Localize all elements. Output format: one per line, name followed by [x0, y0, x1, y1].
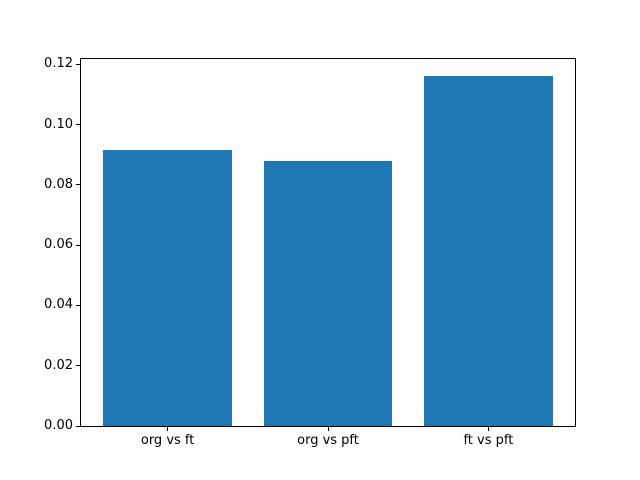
bar-org-vs-pft: [263, 161, 393, 426]
bar-org-vs-ft: [103, 150, 232, 426]
y-tick-label-0.04: 0.04: [44, 297, 73, 313]
y-tick-label-0.10: 0.10: [44, 116, 73, 132]
y-tick-mark: [76, 365, 80, 367]
x-tick-mark: [487, 427, 489, 431]
y-tick-label-0.08: 0.08: [44, 176, 73, 192]
x-tick-label-org-vs-pft: org vs pft: [297, 433, 359, 448]
y-tick-mark: [76, 304, 80, 306]
y-tick-label-0.06: 0.06: [44, 237, 73, 253]
y-tick-label-0.02: 0.02: [44, 357, 73, 373]
x-tick-mark: [167, 427, 169, 431]
plot-area: [80, 58, 576, 427]
y-tick-mark: [76, 63, 80, 65]
y-tick-mark: [76, 124, 80, 126]
y-tick-label-0.00: 0.00: [44, 418, 73, 433]
y-tick-mark: [76, 184, 80, 186]
x-tick-label-org-vs-ft: org vs ft: [140, 433, 195, 448]
bar-ft-vs-pft: [424, 76, 553, 426]
y-tick-label-0.12: 0.12: [44, 56, 73, 72]
x-tick-label-ft-vs-pft: ft vs pft: [463, 433, 514, 448]
x-tick-mark: [327, 427, 329, 431]
y-tick-mark: [76, 425, 80, 427]
y-tick-mark: [76, 244, 80, 246]
